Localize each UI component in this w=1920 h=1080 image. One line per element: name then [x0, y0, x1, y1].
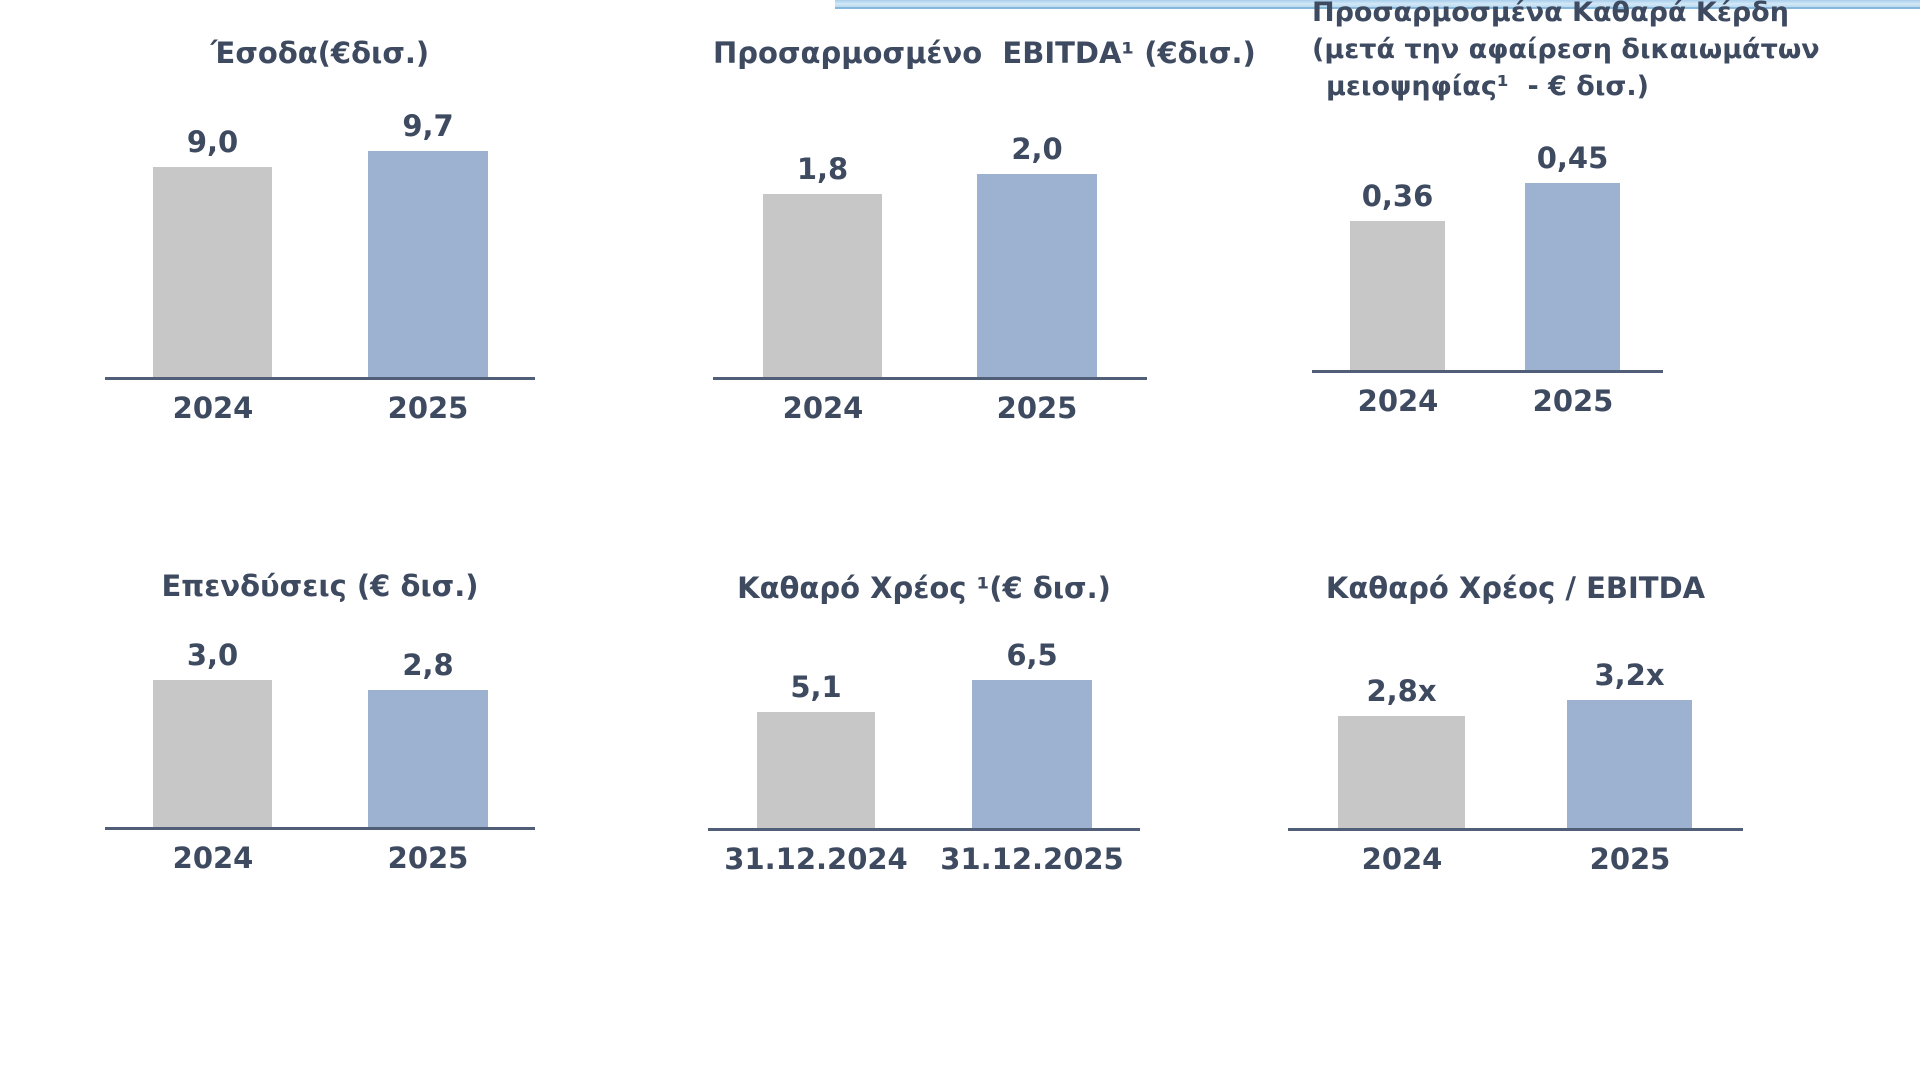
bar-2024 [1338, 716, 1465, 828]
bar-value-label: 6,5 [1006, 638, 1058, 672]
bar-value-label: 3,2x [1594, 658, 1665, 692]
category-label: 31.12.2025 [940, 842, 1124, 876]
bar-2025 [368, 151, 488, 377]
chart-title: Προσαρμοσμένο EBITDA¹ (€δισ.) [713, 36, 1256, 70]
bar-2024 [153, 167, 272, 377]
bar-value-label: 2,0 [1011, 132, 1063, 166]
category-label: 2024 [172, 841, 254, 875]
bar-2025 [1567, 700, 1692, 828]
bar-2025 [977, 174, 1097, 377]
category-label: 2024 [1357, 384, 1439, 418]
bar-2024 [1350, 221, 1445, 370]
chart-title: Προσαρμοσμένα Καθαρά Κέρδη (μετά την αφα… [1312, 0, 1820, 102]
chart-revenue: Έσοδα(€δισ.) 9,0 9,7 2024 2025 [105, 0, 535, 450]
bar-31-12-2024 [757, 712, 875, 828]
chart-title: Καθαρό Χρέος / EBITDA [1325, 571, 1706, 605]
bar-value-label: 5,1 [790, 670, 842, 704]
bar-2024 [153, 680, 272, 827]
chart-adjusted-ebitda: Προσαρμοσμένο EBITDA¹ (€δισ.) 1,8 2,0 20… [713, 0, 1256, 450]
category-label: 2024 [1361, 842, 1443, 876]
chart-adjusted-net-profit: Προσαρμοσμένα Καθαρά Κέρδη (μετά την αφα… [1312, 0, 1820, 450]
x-axis [1312, 370, 1663, 373]
bar-value-label: 0,36 [1361, 179, 1434, 213]
bar-2025 [1525, 183, 1620, 370]
category-label: 2025 [996, 391, 1078, 425]
bar-value-label: 0,45 [1536, 141, 1609, 175]
x-axis [713, 377, 1147, 380]
chart-net-debt: Καθαρό Χρέος ¹(€ δισ.) 5,1 6,5 31.12.202… [708, 560, 1140, 890]
bar-value-label: 1,8 [796, 152, 849, 186]
top-accent-strip [835, 0, 1920, 9]
bar-value-label: 2,8 [402, 648, 454, 682]
category-label: 2025 [387, 391, 469, 425]
bar-2025 [368, 690, 488, 827]
chart-title: Καθαρό Χρέος ¹(€ δισ.) [737, 571, 1111, 605]
category-label: 2025 [387, 841, 469, 875]
x-axis [105, 377, 535, 380]
chart-investments: Επενδύσεις (€ δισ.) 3,0 2,8 2024 2025 [105, 560, 535, 890]
bar-value-label: 9,0 [186, 125, 239, 159]
chart-net-debt-ebitda: Καθαρό Χρέος / EBITDA 2,8x 3,2x 2024 202… [1288, 560, 1743, 890]
bar-31-12-2025 [972, 680, 1092, 828]
bar-value-label: 3,0 [186, 638, 239, 672]
x-axis [708, 828, 1140, 831]
chart-title: Επενδύσεις (€ δισ.) [161, 569, 479, 603]
bar-value-label: 2,8x [1366, 674, 1437, 708]
x-axis [1288, 828, 1743, 831]
category-label: 2025 [1532, 384, 1614, 418]
x-axis [105, 827, 535, 830]
category-label: 31.12.2024 [724, 842, 908, 876]
bar-2024 [763, 194, 882, 377]
category-label: 2024 [782, 391, 864, 425]
bar-value-label: 9,7 [402, 109, 454, 143]
chart-title: Έσοδα(€δισ.) [210, 36, 430, 70]
category-label: 2024 [172, 391, 254, 425]
category-label: 2025 [1589, 842, 1671, 876]
